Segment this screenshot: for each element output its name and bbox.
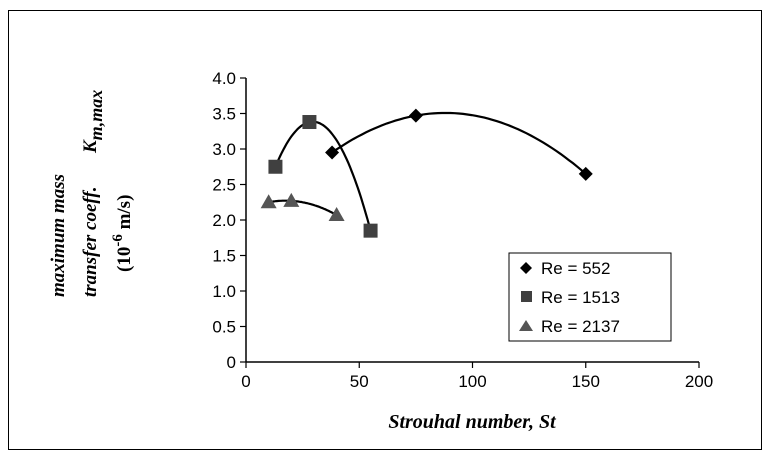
y-axis-symbol: K xyxy=(80,139,101,154)
y-tick-label: 0.5 xyxy=(212,318,236,337)
x-tick-label: 200 xyxy=(685,372,713,391)
y-tick-label: 2.5 xyxy=(212,176,236,195)
legend-box xyxy=(508,252,672,342)
legend-diamond-marker xyxy=(520,262,532,274)
axes: 0 0.5 1.0 1.5 2.0 2.5 3.0 3.5 4.0 0 50 100 150 200 xyxy=(212,69,713,391)
data-point-re-1513 xyxy=(302,115,317,130)
y-tick-label: 1.5 xyxy=(212,247,236,266)
data-point-re-552 xyxy=(325,145,340,160)
y-unit-exponent: -6 xyxy=(110,234,126,247)
y-axis-label-line2: transfer coeff. xyxy=(80,187,101,297)
x-tick-label: 150 xyxy=(572,372,600,391)
y-axis-label-symbol: Km,max xyxy=(80,90,106,154)
trend-curve-re-1513 xyxy=(274,120,372,231)
y-tick-label: 3.0 xyxy=(212,140,236,159)
legend-label-re-2137: Re = 2137 xyxy=(541,317,620,336)
trend-curve-re-2137 xyxy=(268,199,338,216)
legend-triangle-marker xyxy=(519,320,533,331)
y-axis-label-unit: (10-6 m/s) xyxy=(110,195,135,272)
chart-frame xyxy=(8,10,762,450)
x-tick-label: 50 xyxy=(350,372,369,391)
legend: Re = 552 Re = 1513 Re = 2137 xyxy=(508,252,672,342)
data-point-re-1513 xyxy=(268,159,283,174)
data-point-re-552 xyxy=(578,166,593,181)
legend-entry-re-552: Re = 552 xyxy=(520,259,610,278)
x-axis-label: Strouhal number, St xyxy=(388,411,557,433)
legend-label-re-1513: Re = 1513 xyxy=(541,288,620,307)
y-unit-suffix: m/s) xyxy=(114,195,135,235)
y-tick-label: 1.0 xyxy=(212,282,236,301)
legend-label-re-552: Re = 552 xyxy=(541,259,610,278)
data-point-re-2137 xyxy=(260,194,277,209)
legend-square-marker xyxy=(521,291,532,302)
y-tick-label: 3.5 xyxy=(212,105,236,124)
x-tick-label: 0 xyxy=(241,372,250,391)
y-axis-subscript: m,max xyxy=(86,90,106,141)
data-markers xyxy=(260,108,593,238)
trend-curve-re-552 xyxy=(331,111,587,175)
y-unit-prefix: (10 xyxy=(114,247,135,272)
y-tick-label: 4.0 xyxy=(212,69,236,88)
data-point-re-552 xyxy=(408,108,423,123)
x-tick-label: 100 xyxy=(458,372,486,391)
y-tick-label: 2.0 xyxy=(212,211,236,230)
data-point-re-2137 xyxy=(328,207,345,222)
legend-entry-re-1513: Re = 1513 xyxy=(521,288,620,307)
y-tick-label: 0 xyxy=(227,353,236,372)
data-point-re-2137 xyxy=(283,192,300,207)
y-axis-label-line1: maximum mass xyxy=(48,174,69,297)
trend-curves xyxy=(268,111,587,231)
data-point-re-1513 xyxy=(363,223,378,238)
legend-entry-re-2137: Re = 2137 xyxy=(519,317,620,336)
